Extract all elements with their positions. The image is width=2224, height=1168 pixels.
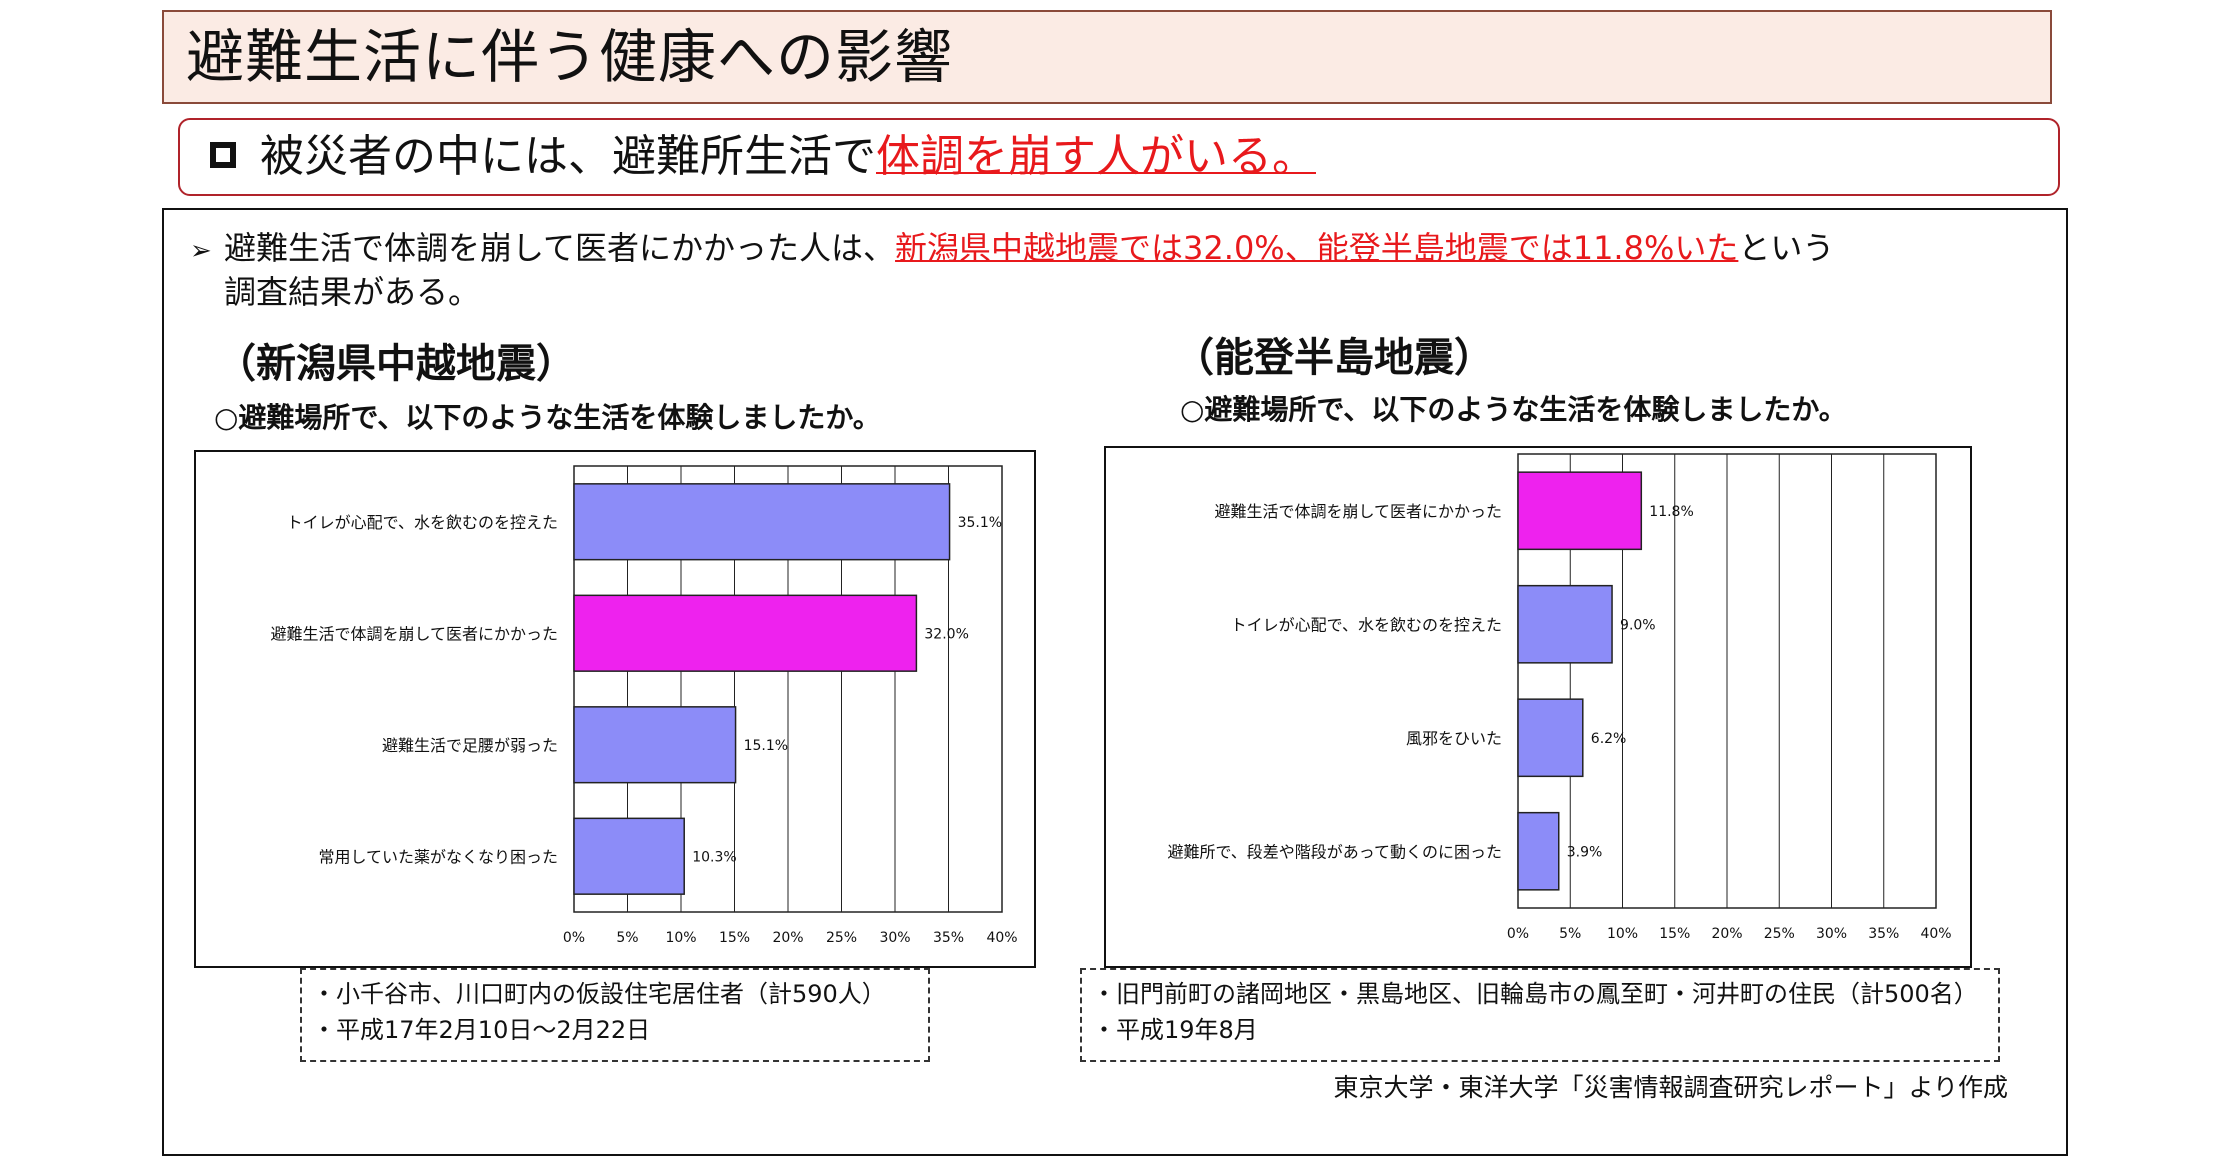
x-tick-label: 35% — [933, 930, 964, 946]
note-box-noto: ・旧門前町の諸岡地区・黒島地区、旧輪島市の鳳至町・河井町の住民（計500名） ・… — [1080, 968, 2000, 1062]
chart-noto-svg: 0% 5% 10% 15% 20% 25% 30% 35% 40% 11.8% 避難生活で体調を崩し… — [1167, 453, 1952, 942]
x-tick-label: 10% — [1607, 926, 1638, 942]
data-label: 35.1% — [958, 515, 1002, 531]
data-label: 3.9% — [1567, 844, 1603, 860]
category-label: トイレが心配で、水を飲むのを控えた — [1231, 615, 1502, 634]
note-line: ・平成19年8月 — [1092, 1016, 1258, 1044]
subtitle-box: 被災者の中には、避難所生活で体調を崩す人がいる。 — [178, 118, 2060, 196]
source-credit: 東京大学・東洋大学「災害情報調査研究レポート」より作成 — [1333, 1073, 2008, 1102]
chart-niigata-svg: 0% 5% 10% 15% 20% 25% 30% 35% 40% 35.1% トイレが心配で、水を… — [270, 465, 1018, 946]
bullet-prefix: 避難生活で体調を崩して医者にかかった人は、 — [224, 229, 896, 267]
bar — [1517, 471, 1643, 551]
x-tick-label: 40% — [1920, 926, 1951, 942]
category-label: 常用していた薬がなくなり困った — [318, 847, 558, 866]
note-line: ・平成17年2月10日～2月22日 — [312, 1016, 651, 1044]
x-tick-label: 15% — [719, 930, 750, 946]
x-tick-label: 40% — [986, 930, 1017, 946]
data-label: 32.0% — [924, 626, 968, 642]
x-tick-label: 20% — [772, 930, 803, 946]
x-tick-label: 15% — [1659, 926, 1690, 942]
subtitle: 被災者の中には、避難所生活で体調を崩す人がいる。 — [260, 130, 1316, 184]
data-label: 11.8% — [1649, 504, 1693, 520]
x-tick-label: 5% — [1559, 926, 1581, 942]
panel-heading-niigata: （新潟県中越地震） — [216, 341, 576, 387]
data-label: 9.0% — [1620, 617, 1656, 633]
subtitle-highlight: 体調を崩す人がいる。 — [876, 131, 1316, 182]
bar — [1517, 811, 1560, 891]
data-label: 10.3% — [692, 849, 736, 865]
category-label: 風邪をひいた — [1406, 729, 1502, 748]
category-label: 避難生活で体調を崩して医者にかかった — [1214, 502, 1502, 521]
note-box-niigata: ・小千谷市、川口町内の仮設住宅居住者（計590人） ・平成17年2月10日～2月… — [300, 968, 930, 1062]
bar — [573, 594, 918, 672]
chart-niigata: 0% 5% 10% 15% 20% 25% 30% 35% 40% 35.1% トイレが心配で、水を… — [194, 450, 1036, 968]
note-line: ・小千谷市、川口町内の仮設住宅居住者（計590人） — [312, 980, 886, 1008]
panel-heading-noto: （能登半島地震） — [1174, 335, 1494, 381]
subtitle-prefix: 被災者の中には、避難所生活で — [260, 131, 876, 182]
page-title: 避難生活に伴う健康への影響 — [186, 23, 954, 91]
panel-question-niigata: ○避難場所で、以下のような生活を体験しましたか。 — [214, 401, 881, 434]
panel-question-noto: ○避難場所で、以下のような生活を体験しましたか。 — [1180, 393, 1847, 426]
x-tick-label: 35% — [1868, 926, 1899, 942]
bar — [573, 483, 951, 561]
x-tick-label: 25% — [1764, 926, 1795, 942]
category-label: 避難生活で足腰が弱った — [382, 736, 558, 755]
title-bar: 避難生活に伴う健康への影響 — [162, 10, 2052, 104]
bar — [573, 706, 737, 784]
x-tick-label: 20% — [1711, 926, 1742, 942]
x-tick-label: 25% — [826, 930, 857, 946]
main-panel: ➢ 避難生活で体調を崩して医者にかかった人は、新潟県中越地震では32.0%、能登半… — [162, 208, 2068, 1156]
x-tick-label: 10% — [665, 930, 696, 946]
category-label: 避難所で、段差や階段があって動くのに困った — [1167, 842, 1502, 861]
note-line: ・旧門前町の諸岡地区・黒島地区、旧輪島市の鳳至町・河井町の住民（計500名） — [1092, 980, 1978, 1008]
chart-noto: 0% 5% 10% 15% 20% 25% 30% 35% 40% 11.8% 避難生活で体調を崩し… — [1104, 446, 1972, 968]
bar — [573, 817, 685, 895]
category-label: 避難生活で体調を崩して医者にかかった — [270, 624, 558, 643]
bullet-line-2: 調査結果がある。 — [224, 273, 481, 311]
x-tick-label: 0% — [1507, 926, 1529, 942]
bar — [1517, 698, 1584, 778]
category-label: トイレが心配で、水を飲むのを控えた — [287, 513, 558, 532]
arrow-bullet-icon: ➢ — [190, 236, 212, 266]
bullet-line: ➢ 避難生活で体調を崩して医者にかかった人は、新潟県中越地震では32.0%、能登半… — [190, 224, 1834, 275]
square-bullet-icon — [210, 142, 236, 168]
bar — [1517, 584, 1613, 664]
x-tick-label: 5% — [616, 930, 638, 946]
x-tick-label: 30% — [879, 930, 910, 946]
x-tick-label: 30% — [1816, 926, 1847, 942]
bullet-highlight: 新潟県中越地震では32.0%、能登半島地震では11.8%いた — [895, 229, 1739, 267]
x-tick-label: 0% — [563, 930, 585, 946]
bullet-suffix: という — [1738, 229, 1835, 267]
data-label: 15.1% — [744, 738, 788, 754]
data-label: 6.2% — [1591, 731, 1627, 747]
